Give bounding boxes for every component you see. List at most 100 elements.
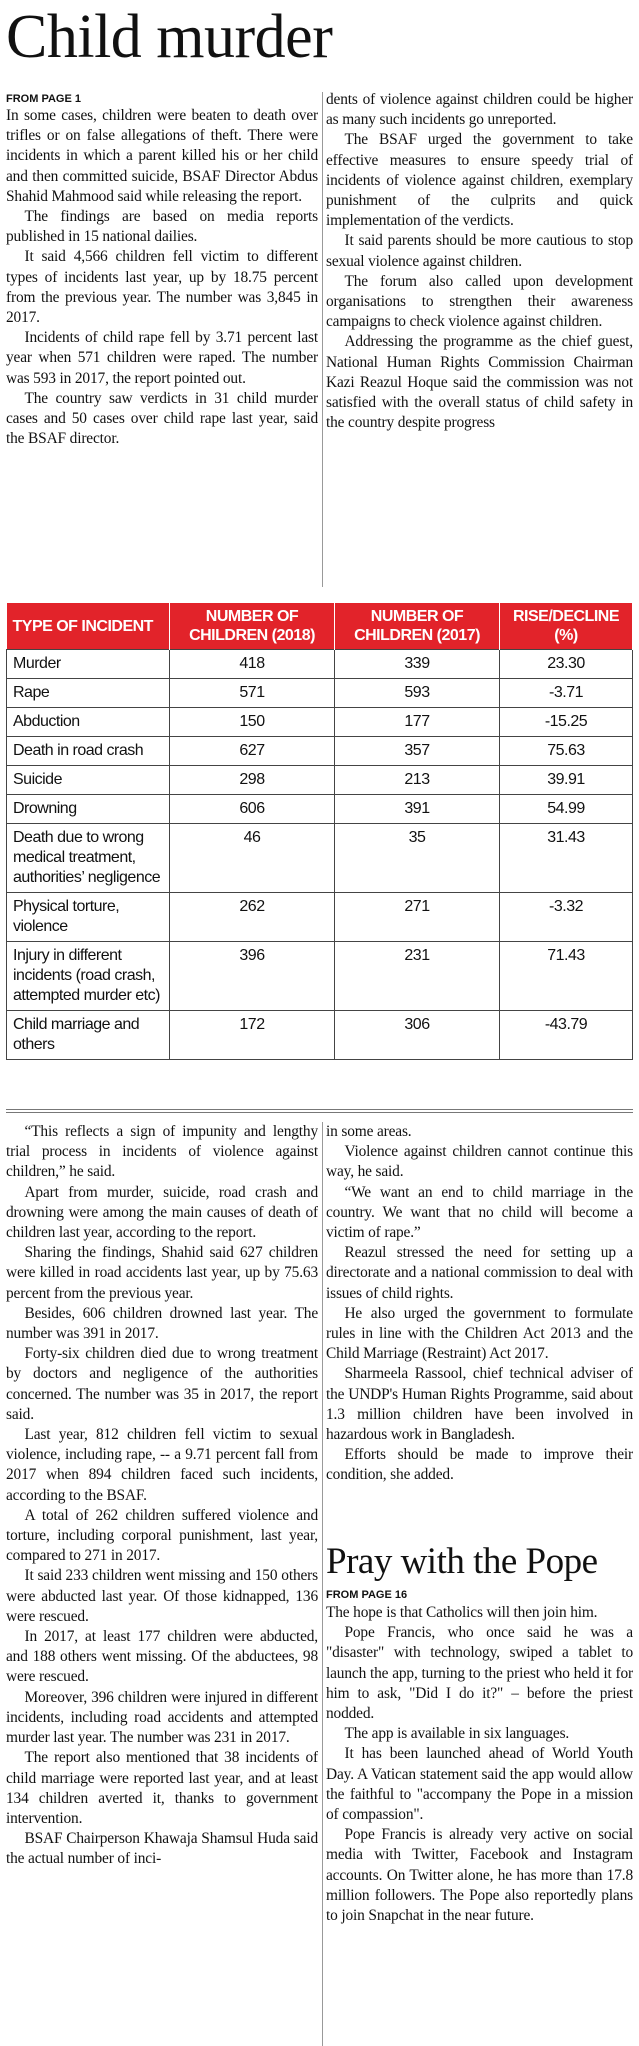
from-page: FROM PAGE 16	[326, 1589, 408, 1601]
paragraph: The BSAF urged the government to take ef…	[326, 131, 633, 230]
paragraph: The findings are based on media reports …	[6, 208, 318, 246]
paragraph: Apart from murder, suicide, road crash a…	[6, 1183, 318, 1242]
table-cell: Injury in different incidents (road cras…	[6, 941, 170, 1011]
table-cell: 606	[169, 794, 335, 824]
table-cell: 31.43	[499, 823, 633, 893]
table-cell: 172	[169, 1010, 335, 1060]
table-row: Rape 571 593 -3.71	[6, 678, 633, 708]
table-header: NUMBER OF CHILDREN (2017)	[334, 603, 500, 650]
table-header: TYPE OF INCIDENT	[6, 603, 170, 650]
paragraph: The forum also called upon development o…	[326, 272, 633, 331]
column-rule	[322, 92, 323, 587]
column: The hope is that Catholics will then joi…	[326, 1603, 633, 2046]
table-cell: Death in road crash	[6, 736, 170, 766]
table-header: NUMBER OF CHILDREN (2018)	[169, 603, 335, 650]
paragraph: in some areas.	[326, 1123, 412, 1140]
paragraph: The report also mentioned that 38 incide…	[6, 1749, 318, 1827]
paragraph: “We want an end to child marriage in the…	[326, 1183, 633, 1242]
from-page: FROM PAGE 1	[6, 93, 81, 105]
paragraph: In 2017, at least 177 children were abdu…	[6, 1628, 318, 1686]
table-cell: 339	[334, 649, 500, 679]
table-row: Abduction 150 177 -15.25	[6, 707, 633, 737]
table-cell: Suicide	[6, 765, 170, 795]
table-row: Child marriage and others 172 306 -43.79	[6, 1010, 633, 1060]
table-cell: 213	[334, 765, 500, 795]
column: In some cases, children were beaten to d…	[6, 106, 318, 590]
column: dents of violence against children could…	[326, 90, 633, 590]
table-cell: 23.30	[499, 649, 633, 679]
table-row: Suicide 298 213 39.91	[6, 765, 633, 795]
table-cell: 75.63	[499, 736, 633, 766]
table-cell: -43.79	[499, 1010, 633, 1060]
paragraph: The app is available in six languages.	[344, 1725, 570, 1743]
paragraph: Sharing the findings, Shahid said 627 ch…	[6, 1244, 318, 1302]
table-row: Death in road crash 627 357 75.63	[6, 736, 633, 766]
table-row: Drowning 606 391 54.99	[6, 794, 633, 824]
table-header: RISE/DECLINE (%)	[499, 603, 633, 650]
column: “This reflects a sign of impunity and le…	[6, 1122, 318, 2046]
table-cell: 271	[334, 892, 500, 942]
paragraph: Pope Francis, who once said he was a "di…	[326, 1624, 633, 1723]
paragraph: He also urged the government to formulat…	[326, 1304, 633, 1363]
table-cell: 54.99	[499, 794, 633, 824]
table-cell: 396	[169, 941, 335, 1011]
data-table: TYPE OF INCIDENT NUMBER OF CHILDREN (2018…	[6, 603, 633, 1060]
paragraph: It said parents should be more cautious …	[326, 232, 633, 270]
table-cell: 35	[334, 823, 500, 893]
paragraph: It said 4,566 children fell victim to di…	[6, 248, 318, 327]
table-cell: 391	[334, 794, 500, 824]
paragraph: Besides, 606 children drowned last year.…	[6, 1304, 318, 1343]
paragraph: It said 233 children went missing and 15…	[6, 1567, 318, 1625]
table-cell: Death due to wrong medical treatment, au…	[6, 823, 170, 893]
paragraph: A total of 262 children suffered violenc…	[6, 1506, 318, 1565]
paragraph: “This reflects a sign of impunity and le…	[6, 1123, 318, 1181]
paragraph: The hope is that Catholics will then joi…	[326, 1604, 598, 1621]
table-cell: 627	[169, 736, 335, 766]
headline: Child murder	[6, 3, 333, 71]
table-box: TYPE OF INCIDENT NUMBER OF CHILDREN (2018…	[6, 603, 633, 1113]
table-cell: 593	[334, 678, 500, 708]
table-cell: 71.43	[499, 941, 633, 1011]
table-cell: 231	[334, 941, 500, 1011]
paragraph: Sharmeela Rassool, chief technical advis…	[326, 1365, 633, 1444]
table-cell: 39.91	[499, 765, 633, 795]
table-cell: Child marriage and others	[6, 1010, 170, 1060]
paragraph: The country saw verdicts in 31 child mur…	[6, 389, 318, 448]
table-cell: 262	[169, 892, 335, 942]
paragraph: dents of violence against children could…	[326, 91, 633, 129]
table-cell: Rape	[6, 678, 170, 708]
table-cell: 306	[334, 1010, 500, 1060]
table-row: Injury in different incidents (road cras…	[6, 941, 633, 1011]
table-cell: 150	[169, 707, 335, 737]
paragraph: Reazul stressed the need for setting up …	[326, 1244, 633, 1302]
paragraph: Efforts should be made to improve their …	[326, 1446, 633, 1484]
column: in some areas. Violence against children …	[326, 1122, 633, 1540]
table-cell: 298	[169, 765, 335, 795]
paragraph: Pope Francis is already very active on s…	[326, 1826, 633, 1925]
paragraph: In some cases, children were beaten to d…	[6, 107, 318, 205]
table-cell: Physical torture, violence	[6, 892, 170, 942]
paragraph: Violence against children cannot continu…	[326, 1143, 633, 1181]
table-row: Murder 418 339 23.30	[6, 649, 633, 679]
paragraph: It has been launched ahead of World Yout…	[326, 1745, 633, 1824]
table-row: Death due to wrong medical treatment, au…	[6, 823, 633, 893]
table-cell: -15.25	[499, 707, 633, 737]
headline: Pray with the Pope	[326, 1541, 598, 1582]
table-cell: Drowning	[6, 794, 170, 824]
table-cell: -3.32	[499, 892, 633, 942]
table-cell: 177	[334, 707, 500, 737]
table-cell: Murder	[6, 649, 170, 679]
table-cell: 357	[334, 736, 500, 766]
paragraph: Forty-six children died due to wrong tre…	[6, 1345, 318, 1423]
paragraph: Moreover, 396 children were injured in d…	[6, 1688, 318, 1747]
table-cell: -3.71	[499, 678, 633, 708]
column-rule	[322, 1122, 323, 2046]
paragraph: Last year, 812 children fell victim to s…	[6, 1426, 318, 1504]
paragraph: Addressing the programme as the chief gu…	[326, 333, 633, 432]
table-row: Physical torture, violence 262 271 -3.32	[6, 892, 633, 942]
table-cell: 46	[169, 823, 335, 893]
paragraph: Incidents of child rape fell by 3.71 per…	[6, 329, 318, 387]
table-cell: Abduction	[6, 707, 170, 737]
paragraph: BSAF Chairperson Khawaja Shamsul Huda sa…	[6, 1830, 318, 1868]
